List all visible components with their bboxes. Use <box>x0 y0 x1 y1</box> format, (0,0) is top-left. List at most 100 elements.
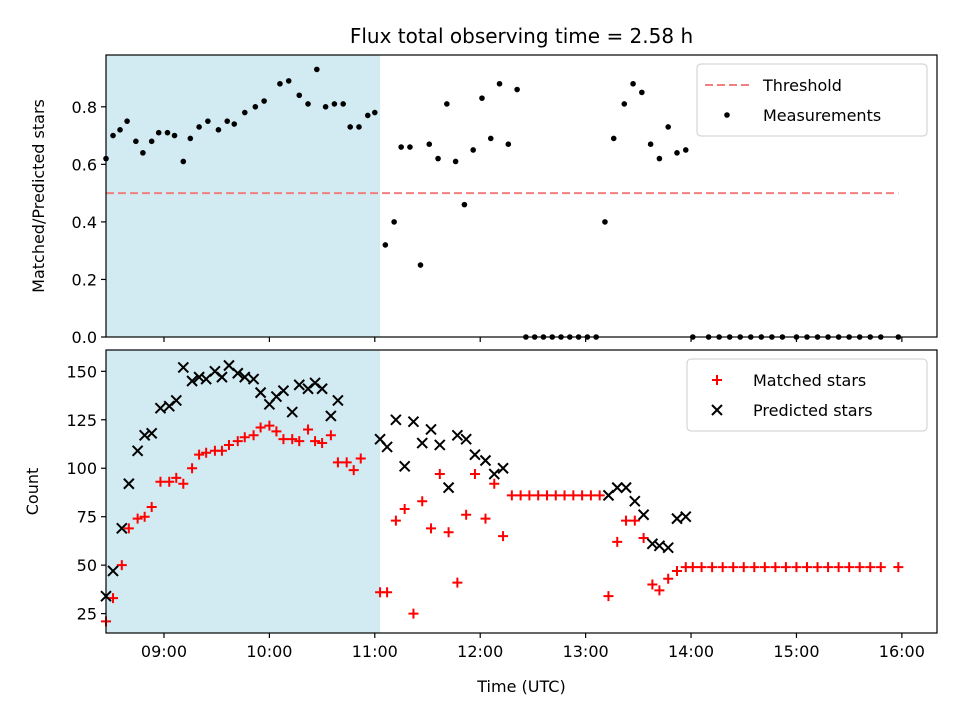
legend-box <box>696 63 928 137</box>
measurement-point <box>382 242 389 248</box>
matched-point <box>341 457 352 468</box>
matched-point <box>310 436 321 447</box>
measurement-point <box>356 124 362 130</box>
matched-point <box>155 476 166 487</box>
matched-point <box>498 531 509 542</box>
matched-point <box>801 562 812 573</box>
matched-point <box>738 562 749 573</box>
predicted-point <box>479 454 492 467</box>
matched-point <box>355 453 366 464</box>
matched-point <box>577 490 588 501</box>
matched-point <box>833 562 844 573</box>
y-tick-label: 125 <box>66 411 97 430</box>
matched-point <box>770 562 781 573</box>
matched-point <box>187 463 198 474</box>
predicted-point <box>407 416 420 428</box>
predicted-point <box>629 495 641 507</box>
matched-point <box>687 562 698 573</box>
matched-point <box>791 562 802 573</box>
matched-point <box>533 490 544 501</box>
measurement-point <box>656 155 663 162</box>
matched-point <box>146 502 157 513</box>
measurement-point <box>296 92 303 99</box>
measurement-point <box>682 147 689 153</box>
x-axis-label: Time (UTC) <box>476 677 565 696</box>
y-tick-label: 50 <box>77 556 97 575</box>
predicted-point <box>332 394 344 407</box>
measurement-point <box>322 103 329 110</box>
matched-point <box>875 562 886 573</box>
matched-point <box>399 503 410 514</box>
predicted-point <box>460 433 472 445</box>
observing-window <box>106 55 381 337</box>
matched-point <box>638 533 649 544</box>
measurement-point <box>407 144 413 150</box>
axes-frame <box>105 349 938 634</box>
matched-point <box>223 439 234 450</box>
measurement-point <box>314 66 320 73</box>
measurement-point <box>470 147 476 153</box>
measurement-point <box>164 129 171 136</box>
predicted-point <box>469 448 481 461</box>
matched-point <box>671 565 682 576</box>
measurement-point <box>610 135 617 142</box>
predicted-point <box>131 445 144 457</box>
y-tick-label: 75 <box>77 508 97 527</box>
measurement-point <box>252 103 259 110</box>
predicted-point <box>620 481 632 494</box>
chart-title: Flux total observing time = 2.58 h <box>350 24 693 48</box>
series-predicted-stars <box>100 359 692 602</box>
x-tick-label: 10:00 <box>246 642 292 661</box>
matched-point <box>461 509 472 520</box>
measurement-point <box>398 144 404 150</box>
panel-ratio: 0.0 0.2 0.4 0.6 0.8 Matched/Predicted stars Th… <box>29 54 938 347</box>
matched-point <box>585 490 596 501</box>
matched-point <box>123 523 134 534</box>
matched-point <box>603 591 614 602</box>
predicted-point <box>488 468 500 480</box>
x-tick-label: 16:00 <box>879 642 925 661</box>
matched-point <box>164 476 175 487</box>
matched-point <box>194 449 205 460</box>
predicted-point <box>425 423 437 436</box>
measurement-point <box>621 101 628 107</box>
predicted-point <box>123 478 135 490</box>
measurement-point <box>140 150 146 156</box>
measurement-point <box>241 109 248 116</box>
legend-label: Matched stars <box>753 371 866 390</box>
series-matched-stars <box>101 420 904 627</box>
measurement-point <box>426 141 433 148</box>
predicted-point <box>286 406 298 418</box>
measurement-point <box>261 98 267 104</box>
predicted-point <box>216 371 228 383</box>
measurement-point <box>674 150 680 156</box>
matched-point <box>663 573 674 584</box>
matched-point <box>480 513 491 524</box>
matched-point <box>728 562 739 573</box>
x-tick-label: 14:00 <box>668 642 714 661</box>
predicted-point <box>451 429 464 441</box>
x-tick-label: 09:00 <box>141 642 187 661</box>
legend: Threshold Measurements <box>696 63 928 137</box>
measurement-point <box>277 80 283 87</box>
predicted-point <box>442 481 455 494</box>
matched-point <box>139 511 150 522</box>
y-tick-label: 0.6 <box>72 155 97 174</box>
measurement-point <box>514 86 520 93</box>
y-axis-label: Count <box>23 468 42 516</box>
measurement-point <box>391 219 397 225</box>
matched-point <box>823 562 834 573</box>
matched-point <box>696 562 707 573</box>
measurement-point <box>647 141 654 148</box>
matched-point <box>417 496 428 507</box>
measurement-point <box>496 80 503 87</box>
matched-point <box>717 562 728 573</box>
measurement-point <box>224 118 231 124</box>
matched-point <box>201 447 212 458</box>
matched-point <box>568 490 579 501</box>
measurement-point <box>187 135 194 142</box>
matched-point <box>178 478 189 489</box>
measurement-point <box>155 129 162 136</box>
matched-point <box>271 426 282 437</box>
measurement-point <box>630 80 636 87</box>
